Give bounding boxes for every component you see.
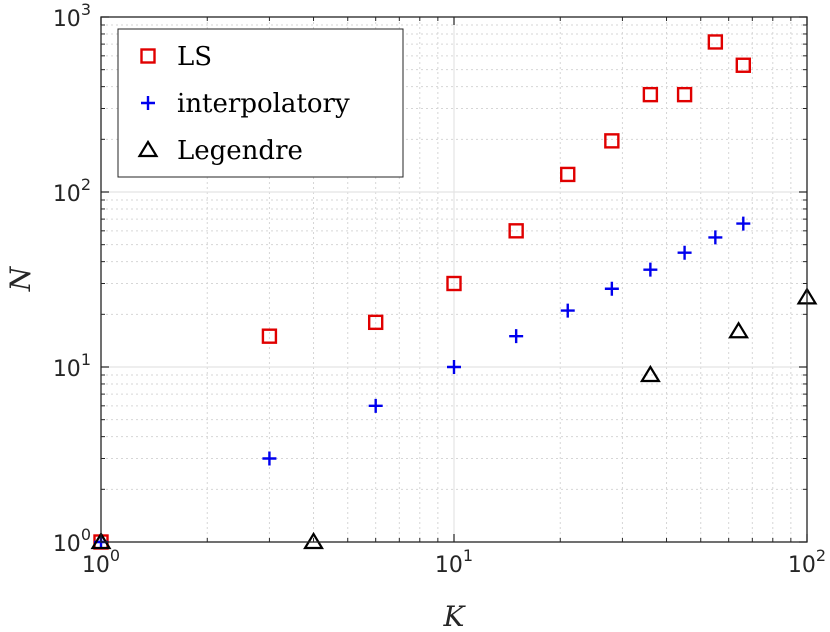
legend-box [117, 28, 404, 178]
interpolatory-point [509, 329, 524, 344]
axis-ticks [100, 16, 808, 543]
interpolatory-point [708, 230, 723, 245]
ls-point [508, 223, 524, 239]
ls-point [676, 86, 693, 103]
legend-marker-ls [140, 48, 156, 64]
data-points [90, 34, 818, 550]
interpolatory-point [604, 281, 619, 296]
ls-point [707, 34, 724, 50]
y-tick-labels: 100 101 102 103 [53, 0, 91, 557]
x-tick-labels: 100 101 102 [82, 546, 826, 578]
interpolatory-point [262, 451, 277, 466]
legendre-point [639, 364, 661, 383]
interpolatory-point [643, 262, 658, 277]
y-tick-label: 103 [53, 0, 91, 32]
x-tick-label: 101 [435, 546, 473, 578]
interpolatory-point [368, 398, 383, 413]
legendre-point [90, 531, 112, 550]
interpolatory-point [736, 216, 751, 231]
legend-marker-interpolatory [141, 96, 155, 110]
interpolatory-point [447, 360, 461, 374]
legend-label-interpolatory: interpolatory [177, 89, 350, 119]
ls-point [560, 166, 576, 183]
y-axis-label: N [4, 265, 37, 292]
interpolatory-point [560, 303, 575, 318]
y-tick-label: 101 [53, 350, 91, 382]
ls-point [604, 133, 620, 149]
ls-point [642, 86, 659, 103]
y-tick-label: 100 [53, 525, 91, 557]
legend: LS interpolatory Legendre [117, 28, 404, 178]
x-axis-label: K [443, 600, 467, 632]
legend-label-ls: LS [177, 42, 212, 72]
legendre-point [303, 531, 324, 550]
x-tick-label: 100 [82, 546, 120, 578]
ls-point [446, 275, 462, 292]
legendre-point [728, 321, 750, 339]
legend-label-legendre: Legendre [177, 136, 303, 166]
ls-point [261, 328, 278, 344]
legend-marker-legendre [137, 139, 159, 158]
ls-point [735, 57, 751, 73]
x-tick-label: 102 [788, 546, 826, 578]
interpolatory-point [677, 245, 692, 260]
ls-point [367, 314, 384, 331]
y-tick-label: 102 [53, 175, 91, 207]
